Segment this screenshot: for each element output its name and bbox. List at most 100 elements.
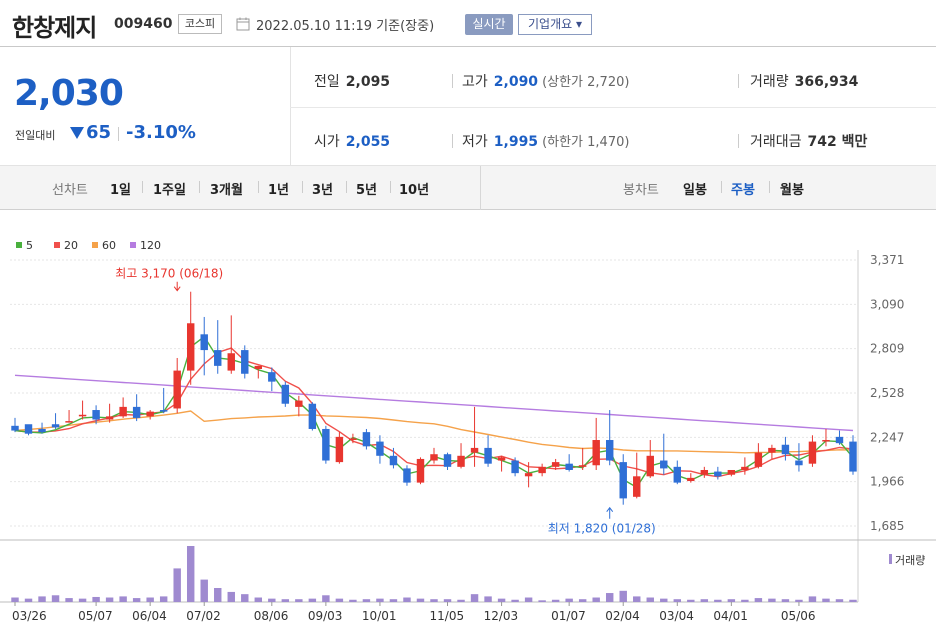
- volume-bar: [241, 594, 249, 602]
- candle-body: [605, 440, 614, 461]
- volume-bar: [605, 593, 614, 602]
- x-tick-label: 01/07: [551, 609, 586, 623]
- candle-body: [741, 466, 749, 470]
- calendar-icon: [236, 17, 250, 31]
- volume-bar: [633, 596, 641, 602]
- x-tick-label: 03/04: [659, 609, 694, 623]
- tab-5y[interactable]: 5년: [356, 183, 378, 198]
- stock-name: 한창제지: [12, 14, 97, 42]
- tab-3m[interactable]: 3개월: [210, 183, 243, 198]
- legend-swatch: [54, 242, 60, 248]
- candle-body: [335, 436, 344, 463]
- candle-body: [389, 455, 398, 466]
- stock-code: 009460: [114, 16, 173, 32]
- volume-bar: [389, 599, 398, 602]
- realtime-button[interactable]: 실시간: [465, 14, 513, 35]
- candle-body: [497, 457, 506, 461]
- volume-bar: [578, 599, 587, 602]
- y-tick-label: 2,809: [870, 342, 904, 356]
- tab-daily[interactable]: 일봉: [683, 183, 707, 198]
- divider: [346, 181, 347, 193]
- candle-body: [551, 462, 560, 467]
- candle-body: [186, 323, 195, 371]
- volume-bar: [551, 599, 560, 602]
- volume-legend-swatch: [889, 554, 892, 564]
- volume-bar: [159, 596, 168, 602]
- volume-bar: [78, 598, 87, 602]
- volume-bar: [673, 599, 682, 602]
- candle-body: [24, 424, 33, 434]
- y-tick-label: 2,247: [870, 430, 904, 444]
- candle-body: [524, 473, 533, 477]
- volume-bar: [24, 598, 33, 602]
- trade-value-value: 742 백만: [807, 134, 868, 150]
- y-tick-label: 2,528: [870, 386, 904, 400]
- volume-bar: [65, 598, 73, 602]
- candle-body: [430, 454, 438, 461]
- candle-body: [416, 458, 425, 483]
- candle-body: [268, 372, 276, 382]
- ma20-line: [14, 347, 854, 478]
- candle-body: [105, 416, 114, 420]
- low-price: 저가 1,995 (하한가 1,470): [462, 131, 629, 151]
- change-label: 전일대비: [15, 129, 56, 142]
- price-chart: 5 20 60 120 3,371 3,090 2,809 2,528 2,247 1,966 1,…: [0, 239, 936, 623]
- volume-bar: [362, 599, 371, 602]
- divider: [738, 134, 739, 148]
- upper-limit: (상한가 2,720): [542, 75, 630, 90]
- low-value: 1,995: [493, 134, 539, 150]
- change-percent: -3.10%: [126, 122, 196, 143]
- volume-bar: [119, 596, 127, 602]
- volume-bar: [227, 591, 235, 602]
- low-label: 저가: [462, 134, 488, 150]
- x-tick-label: 04/01: [713, 609, 748, 623]
- candle-chart-label: 봉차트: [623, 183, 659, 198]
- candle-body: [443, 454, 452, 467]
- candle-body: [241, 350, 249, 374]
- x-tick-label: 09/03: [308, 609, 343, 623]
- volume-bar: [619, 590, 627, 602]
- volume-bar: [741, 599, 749, 602]
- candle-body: [146, 411, 154, 417]
- volume-bar: [727, 599, 736, 602]
- tab-weekly[interactable]: 주봉: [731, 183, 755, 198]
- volume-bar: [822, 598, 830, 602]
- volume-bar: [281, 599, 290, 602]
- tab-1w[interactable]: 1주일: [153, 183, 186, 198]
- change-amount: 65: [86, 122, 112, 143]
- candle-body: [173, 370, 181, 409]
- divider: [199, 181, 200, 193]
- volume-bar: [781, 599, 790, 602]
- tab-1y[interactable]: 1년: [268, 183, 290, 198]
- tab-3y[interactable]: 3년: [312, 183, 334, 198]
- volume-bar: [849, 599, 857, 602]
- tab-10y[interactable]: 10년: [399, 183, 430, 198]
- volume-bar: [416, 598, 425, 602]
- annotation-low: 최저 1,820 (01/28): [548, 522, 656, 536]
- tab-monthly[interactable]: 월봉: [780, 183, 804, 198]
- volume-bar: [349, 599, 357, 602]
- volume-bar: [795, 599, 803, 602]
- tab-1d[interactable]: 1일: [110, 183, 132, 198]
- candle-body: [254, 365, 263, 370]
- volume-bar: [443, 599, 452, 602]
- company-overview-dropdown[interactable]: 기업개요 ▾: [518, 14, 592, 35]
- x-tick-label: 12/03: [484, 609, 519, 623]
- volume-bar: [186, 546, 195, 602]
- annotation-high: 최고 3,170 (06/18): [115, 267, 223, 281]
- x-tick-label: 06/04: [132, 609, 167, 623]
- candle-body: [808, 441, 817, 464]
- volume-bar: [470, 594, 479, 602]
- candle-body: [470, 447, 479, 453]
- open-label: 시가: [314, 134, 340, 150]
- divider: [738, 74, 739, 88]
- candle-body: [714, 471, 722, 477]
- candle-body: [308, 403, 317, 429]
- trade-value: 거래대금 742 백만: [750, 131, 867, 151]
- x-tick-label: 08/06: [254, 609, 289, 623]
- period-bar: 선차트 1일 1주일 3개월 1년 3년 5년 10년 봉차트 일봉 주봉 월봉: [0, 166, 936, 210]
- candle-body: [457, 455, 465, 467]
- volume: 거래량 366,934: [750, 71, 858, 91]
- divider: [258, 181, 259, 193]
- legend-swatch: [130, 242, 136, 248]
